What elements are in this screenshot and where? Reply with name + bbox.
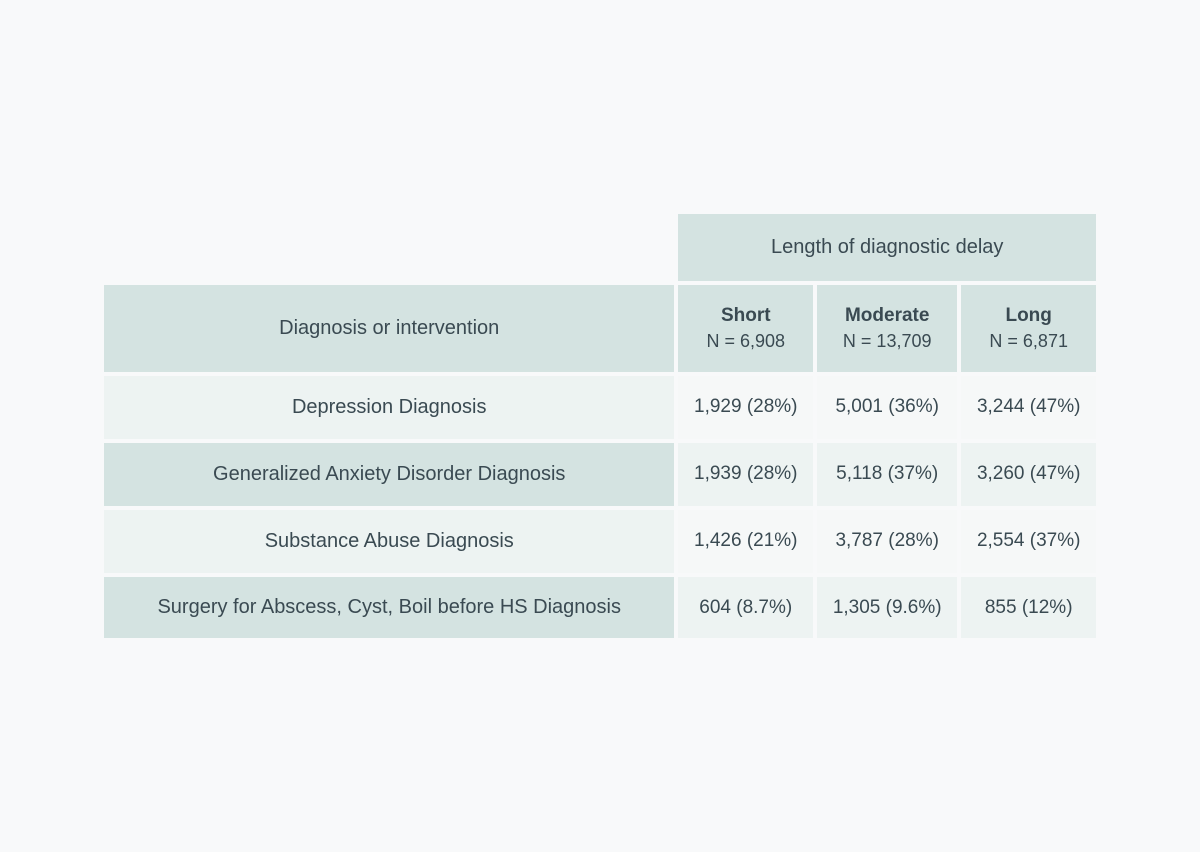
data-cell: 1,426 (21%) [678, 510, 813, 573]
data-cell: 5,118 (37%) [817, 443, 957, 506]
col-header-moderate: Moderate N = 13,709 [817, 285, 957, 372]
row-label: Generalized Anxiety Disorder Diagnosis [104, 443, 674, 506]
col-subtitle: N = 13,709 [827, 329, 947, 353]
row-header-label: Diagnosis or intervention [104, 285, 674, 372]
row-label: Surgery for Abscess, Cyst, Boil before H… [104, 577, 674, 639]
header-row-1: Length of diagnostic delay [104, 214, 1096, 281]
data-table: Length of diagnostic delay Diagnosis or … [100, 210, 1100, 643]
data-cell: 3,244 (47%) [961, 376, 1096, 439]
col-title: Moderate [827, 303, 947, 329]
table-row: Surgery for Abscess, Cyst, Boil before H… [104, 577, 1096, 639]
table-row: Depression Diagnosis 1,929 (28%) 5,001 (… [104, 376, 1096, 439]
data-cell: 5,001 (36%) [817, 376, 957, 439]
row-label: Substance Abuse Diagnosis [104, 510, 674, 573]
empty-corner-cell [104, 214, 674, 281]
data-cell: 1,939 (28%) [678, 443, 813, 506]
data-cell: 3,260 (47%) [961, 443, 1096, 506]
col-subtitle: N = 6,871 [971, 329, 1086, 353]
data-cell: 3,787 (28%) [817, 510, 957, 573]
data-cell: 1,305 (9.6%) [817, 577, 957, 639]
row-label: Depression Diagnosis [104, 376, 674, 439]
col-subtitle: N = 6,908 [688, 329, 803, 353]
col-title: Short [688, 303, 803, 329]
spanning-header: Length of diagnostic delay [678, 214, 1096, 281]
col-header-short: Short N = 6,908 [678, 285, 813, 372]
col-title: Long [971, 303, 1086, 329]
diagnostic-delay-table: Length of diagnostic delay Diagnosis or … [100, 210, 1100, 643]
data-cell: 855 (12%) [961, 577, 1096, 639]
col-header-long: Long N = 6,871 [961, 285, 1096, 372]
table-row: Generalized Anxiety Disorder Diagnosis 1… [104, 443, 1096, 506]
table-row: Substance Abuse Diagnosis 1,426 (21%) 3,… [104, 510, 1096, 573]
data-cell: 1,929 (28%) [678, 376, 813, 439]
data-cell: 2,554 (37%) [961, 510, 1096, 573]
data-cell: 604 (8.7%) [678, 577, 813, 639]
header-row-2: Diagnosis or intervention Short N = 6,90… [104, 285, 1096, 372]
